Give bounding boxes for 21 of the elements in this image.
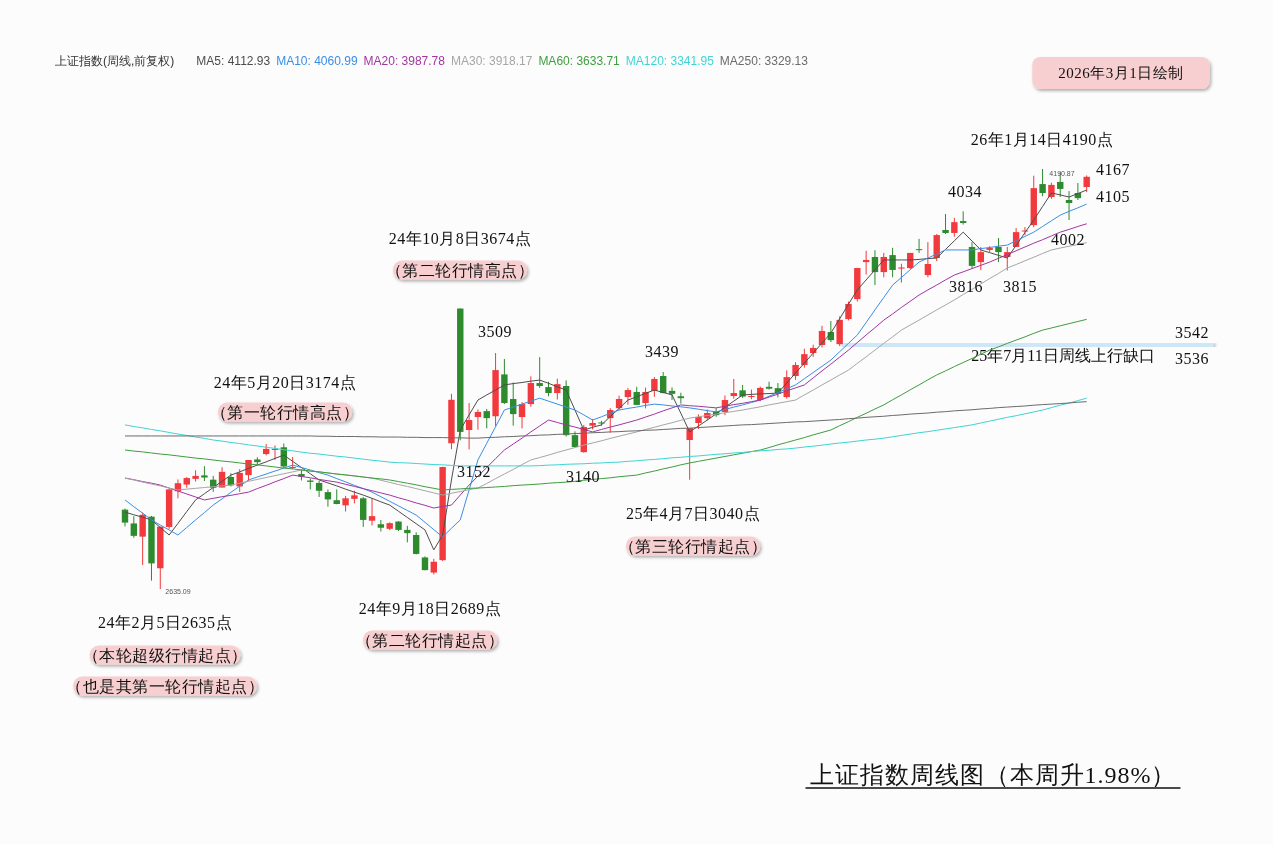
annotation: 4105 <box>1096 187 1130 205</box>
annotation: 25年4月7日3040点 <box>626 505 760 523</box>
annotation: 3542 <box>1175 323 1209 341</box>
annotation: 2026年3月1日绘制 <box>1032 57 1210 89</box>
annotation: 26年1月14日4190点 <box>970 130 1114 148</box>
legend-title: 上证指数(周线,前复权) <box>55 54 175 68</box>
annotation: 3140 <box>566 468 600 486</box>
annotation: 24年5月20日3174点 <box>213 373 357 391</box>
annotation: 3439 <box>645 343 679 361</box>
title: 上证指数周线图（本周升1.98%） <box>804 762 1182 789</box>
legend: 上证指数(周线,前复权) MA5: 4112.93 MA10: 4060.99 MA20: 3987.78 MA30: 3918.17 MA60: 3633.71 MA120: 3341.95 MA250: 3329.13 <box>55 54 808 68</box>
annotation: 3816 <box>949 277 983 295</box>
annotation: 4034 <box>948 182 982 200</box>
annotation: 4167 <box>1096 160 1130 178</box>
annotation: 24年9月18日2689点 <box>358 599 502 617</box>
annotation: 24年10月8日3674点 <box>388 229 532 247</box>
annotation: 4002 <box>1051 231 1085 249</box>
annotation: 3509 <box>478 322 512 340</box>
annotation: 24年2月5日2635点 <box>98 613 232 631</box>
annotation: 3536 <box>1175 350 1209 368</box>
annotation: 3815 <box>1003 277 1037 295</box>
